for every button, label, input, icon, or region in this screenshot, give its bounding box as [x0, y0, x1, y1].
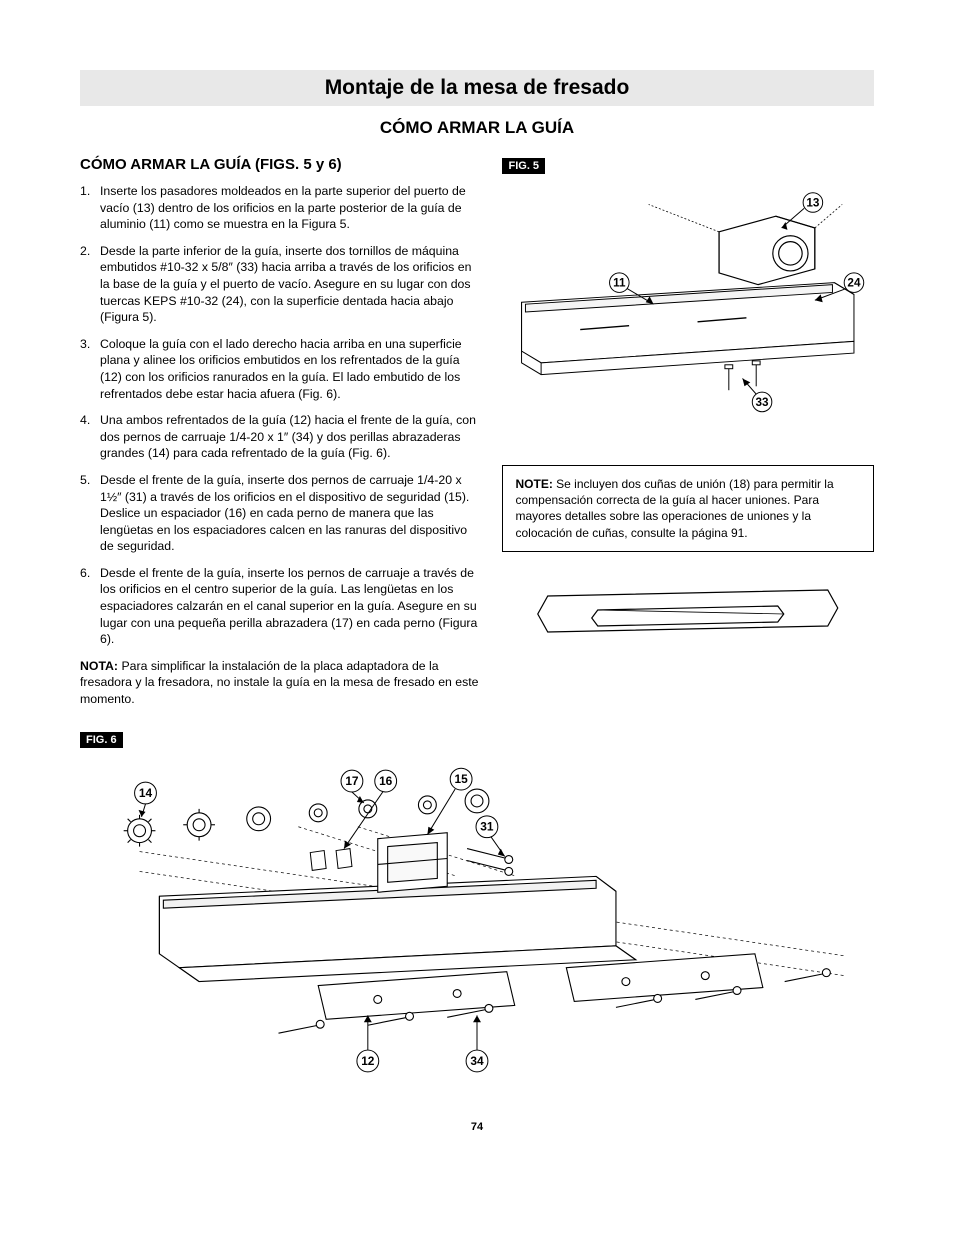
step-1: 1. Inserte los pasadores moldeados en la… — [80, 183, 482, 233]
fig6-label: FIG. 6 — [80, 732, 123, 748]
step-5: 5. Desde el frente de la guía, inserte d… — [80, 472, 482, 555]
callout-17: 17 — [345, 774, 359, 788]
section-heading: CÓMO ARMAR LA GUÍA (FIGS. 5 y 6) — [80, 156, 482, 173]
page: Montaje de la mesa de fresado CÓMO ARMAR… — [0, 0, 954, 1173]
right-column: FIG. 5 — [502, 156, 874, 708]
fig6: FIG. 6 — [80, 730, 874, 1101]
callout-34: 34 — [470, 1054, 484, 1068]
step-number: 6. — [80, 565, 100, 648]
step-text: Desde la parte inferior de la guía, inse… — [100, 243, 482, 326]
callout-12: 12 — [361, 1054, 375, 1068]
step-6: 6. Desde el frente de la guía, inserte l… — [80, 565, 482, 648]
step-4: 4. Una ambos refrentados de la guía (12)… — [80, 412, 482, 462]
fig5-diagram: 13 11 24 33 — [502, 182, 874, 442]
page-number: 74 — [80, 1121, 874, 1133]
note-box-label: NOTE: — [515, 477, 552, 491]
step-3: 3. Coloque la guía con el lado derecho h… — [80, 336, 482, 402]
step-text: Coloque la guía con el lado derecho haci… — [100, 336, 482, 402]
step-number: 5. — [80, 472, 100, 555]
fig5-label: FIG. 5 — [502, 158, 545, 174]
callout-16: 16 — [379, 774, 393, 788]
left-column: CÓMO ARMAR LA GUÍA (FIGS. 5 y 6) 1. Inse… — [80, 156, 482, 708]
nota-label: NOTA: — [80, 659, 118, 673]
step-text: Desde el frente de la guía, inserte dos … — [100, 472, 482, 555]
fig5: FIG. 5 — [502, 156, 874, 447]
callout-15: 15 — [454, 772, 468, 786]
step-text: Una ambos refrentados de la guía (12) ha… — [100, 412, 482, 462]
page-title-bar: Montaje de la mesa de fresado — [80, 70, 874, 106]
fig6-diagram: 14 17 16 15 31 12 — [80, 756, 874, 1096]
columns: CÓMO ARMAR LA GUÍA (FIGS. 5 y 6) 1. Inse… — [80, 156, 874, 708]
note-box-text: Se incluyen dos cuñas de unión (18) para… — [515, 477, 833, 540]
callout-14: 14 — [139, 786, 153, 800]
step-text: Desde el frente de la guía, inserte los … — [100, 565, 482, 648]
callout-11: 11 — [614, 277, 627, 290]
callout-24: 24 — [848, 277, 862, 290]
callout-33: 33 — [756, 396, 770, 409]
wedge-diagram — [502, 566, 874, 656]
step-number: 2. — [80, 243, 100, 326]
step-number: 4. — [80, 412, 100, 462]
note-box: NOTE: Se incluyen dos cuñas de unión (18… — [502, 465, 874, 552]
step-number: 3. — [80, 336, 100, 402]
callout-13: 13 — [807, 196, 821, 209]
step-text: Inserte los pasadores moldeados en la pa… — [100, 183, 482, 233]
callout-31: 31 — [480, 819, 494, 833]
nota: NOTA: Para simplificar la instalación de… — [80, 658, 482, 708]
step-2: 2. Desde la parte inferior de la guía, i… — [80, 243, 482, 326]
step-number: 1. — [80, 183, 100, 233]
nota-text: Para simplificar la instalación de la pl… — [80, 659, 479, 706]
page-subtitle: CÓMO ARMAR LA GUÍA — [80, 118, 874, 138]
